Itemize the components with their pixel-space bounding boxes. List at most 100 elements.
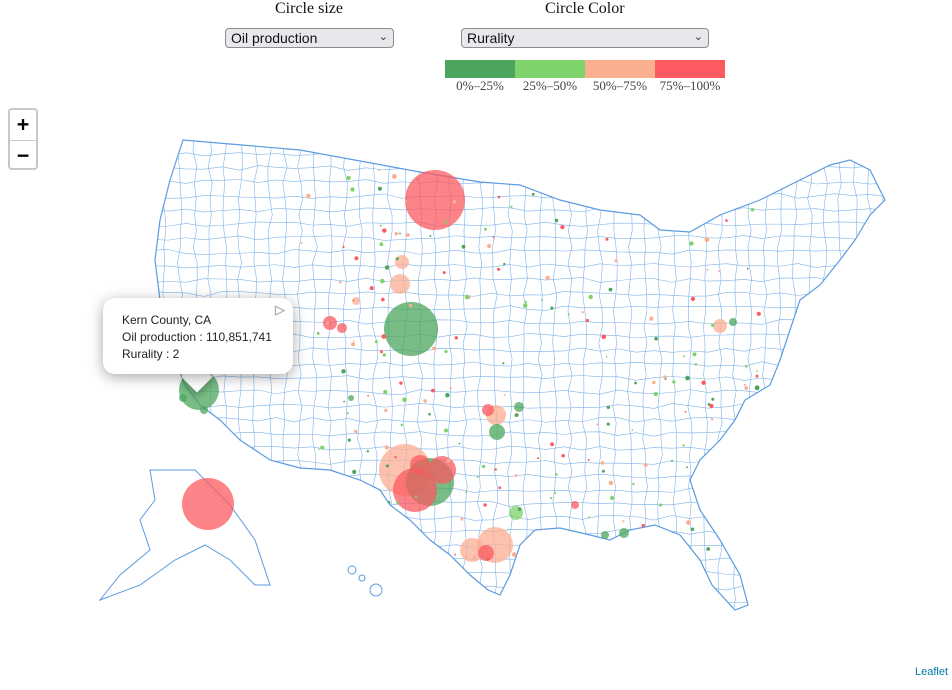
county-circle[interactable] bbox=[601, 531, 609, 539]
county-circle[interactable] bbox=[179, 394, 187, 402]
county-dot[interactable] bbox=[414, 495, 418, 499]
county-dot[interactable] bbox=[399, 232, 401, 235]
county-dot[interactable] bbox=[606, 405, 610, 409]
county-dot[interactable] bbox=[494, 468, 497, 471]
county-dot[interactable] bbox=[343, 400, 345, 403]
county-dot[interactable] bbox=[608, 480, 614, 486]
county-dot[interactable] bbox=[632, 482, 635, 486]
county-circle[interactable] bbox=[352, 297, 360, 305]
county-dot[interactable] bbox=[550, 497, 553, 500]
county-dot[interactable] bbox=[606, 422, 610, 426]
county-dot[interactable] bbox=[564, 531, 568, 535]
county-dot[interactable] bbox=[654, 173, 659, 178]
county-dot[interactable] bbox=[444, 220, 448, 224]
county-dot[interactable] bbox=[384, 445, 389, 450]
county-dot[interactable] bbox=[300, 541, 303, 544]
county-dot[interactable] bbox=[352, 469, 357, 474]
county-dot[interactable] bbox=[649, 170, 654, 175]
county-dot[interactable] bbox=[654, 336, 658, 341]
county-dot[interactable] bbox=[719, 522, 721, 525]
county-dot[interactable] bbox=[384, 265, 390, 270]
county-dot[interactable] bbox=[679, 545, 685, 551]
county-dot[interactable] bbox=[744, 386, 748, 390]
county-circle[interactable] bbox=[478, 545, 494, 561]
county-dot[interactable] bbox=[725, 219, 728, 222]
county-dot[interactable] bbox=[601, 189, 604, 192]
county-dot[interactable] bbox=[347, 412, 349, 415]
county-dot[interactable] bbox=[711, 397, 715, 401]
county-dot[interactable] bbox=[428, 412, 431, 416]
county-dot[interactable] bbox=[698, 205, 701, 208]
county-dot[interactable] bbox=[653, 391, 658, 397]
oil-production-circles[interactable] bbox=[179, 169, 761, 563]
county-dot[interactable] bbox=[587, 459, 590, 461]
county-dot[interactable] bbox=[449, 169, 454, 174]
county-dot[interactable] bbox=[750, 208, 755, 212]
county-dot[interactable] bbox=[656, 540, 660, 544]
county-dot[interactable] bbox=[383, 389, 388, 395]
county-dot[interactable] bbox=[631, 429, 634, 431]
county-circle[interactable] bbox=[514, 402, 524, 412]
county-circle[interactable] bbox=[428, 456, 456, 484]
county-dot[interactable] bbox=[431, 388, 435, 393]
county-dot[interactable] bbox=[446, 458, 451, 463]
county-dot[interactable] bbox=[601, 334, 607, 340]
county-dot[interactable] bbox=[394, 231, 399, 236]
county-dot[interactable] bbox=[460, 517, 464, 521]
county-dot[interactable] bbox=[405, 200, 408, 203]
county-dot[interactable] bbox=[725, 531, 730, 536]
county-dot[interactable] bbox=[392, 174, 397, 179]
county-circle[interactable] bbox=[729, 318, 737, 326]
county-dot[interactable] bbox=[423, 399, 428, 403]
county-dot[interactable] bbox=[690, 296, 696, 301]
county-dot[interactable] bbox=[679, 189, 684, 194]
county-dot[interactable] bbox=[687, 185, 693, 191]
county-dot[interactable] bbox=[381, 334, 387, 339]
county-dot[interactable] bbox=[706, 268, 709, 271]
county-dot[interactable] bbox=[622, 520, 625, 523]
county-dot[interactable] bbox=[444, 428, 448, 433]
county-dot[interactable] bbox=[400, 423, 403, 427]
county-dot[interactable] bbox=[344, 503, 349, 508]
county-dot[interactable] bbox=[522, 303, 528, 308]
county-dot[interactable] bbox=[354, 429, 358, 434]
county-dot[interactable] bbox=[310, 553, 316, 558]
county-dot[interactable] bbox=[394, 456, 397, 459]
circle-size-select[interactable]: Oil production ⌄ bbox=[225, 28, 394, 48]
county-dot[interactable] bbox=[689, 241, 694, 246]
county-dot[interactable] bbox=[756, 311, 761, 316]
county-dot[interactable] bbox=[497, 267, 501, 271]
county-dot[interactable] bbox=[645, 185, 650, 190]
county-dot[interactable] bbox=[541, 528, 545, 532]
county-circle[interactable] bbox=[489, 424, 505, 440]
county-dot[interactable] bbox=[614, 259, 618, 263]
county-dot[interactable] bbox=[545, 275, 550, 281]
county-circle[interactable] bbox=[482, 404, 494, 416]
county-dot[interactable] bbox=[560, 225, 565, 230]
county-circle[interactable] bbox=[390, 274, 410, 294]
county-dot[interactable] bbox=[550, 306, 554, 310]
county-dot[interactable] bbox=[380, 278, 385, 284]
county-dot[interactable] bbox=[672, 380, 676, 384]
county-circle[interactable] bbox=[395, 255, 409, 269]
county-dot[interactable] bbox=[354, 256, 359, 261]
county-circle[interactable] bbox=[405, 170, 465, 230]
county-dot[interactable] bbox=[553, 491, 557, 495]
county-dot[interactable] bbox=[686, 520, 691, 525]
county-dot[interactable] bbox=[649, 316, 654, 321]
county-dot[interactable] bbox=[416, 178, 419, 181]
county-dot[interactable] bbox=[701, 380, 706, 385]
county-dot[interactable] bbox=[701, 462, 704, 465]
county-dot[interactable] bbox=[483, 503, 487, 507]
county-dot[interactable] bbox=[379, 350, 383, 354]
county-dot[interactable] bbox=[746, 267, 749, 270]
county-dot[interactable] bbox=[503, 394, 506, 397]
county-dot[interactable] bbox=[503, 262, 506, 266]
county-dot[interactable] bbox=[502, 362, 505, 365]
county-dot[interactable] bbox=[656, 547, 660, 551]
county-dot[interactable] bbox=[581, 311, 584, 314]
county-dot[interactable] bbox=[555, 473, 558, 476]
zoom-in-button[interactable]: + bbox=[10, 110, 36, 141]
county-dot[interactable] bbox=[381, 297, 385, 302]
county-circle[interactable] bbox=[182, 478, 234, 530]
